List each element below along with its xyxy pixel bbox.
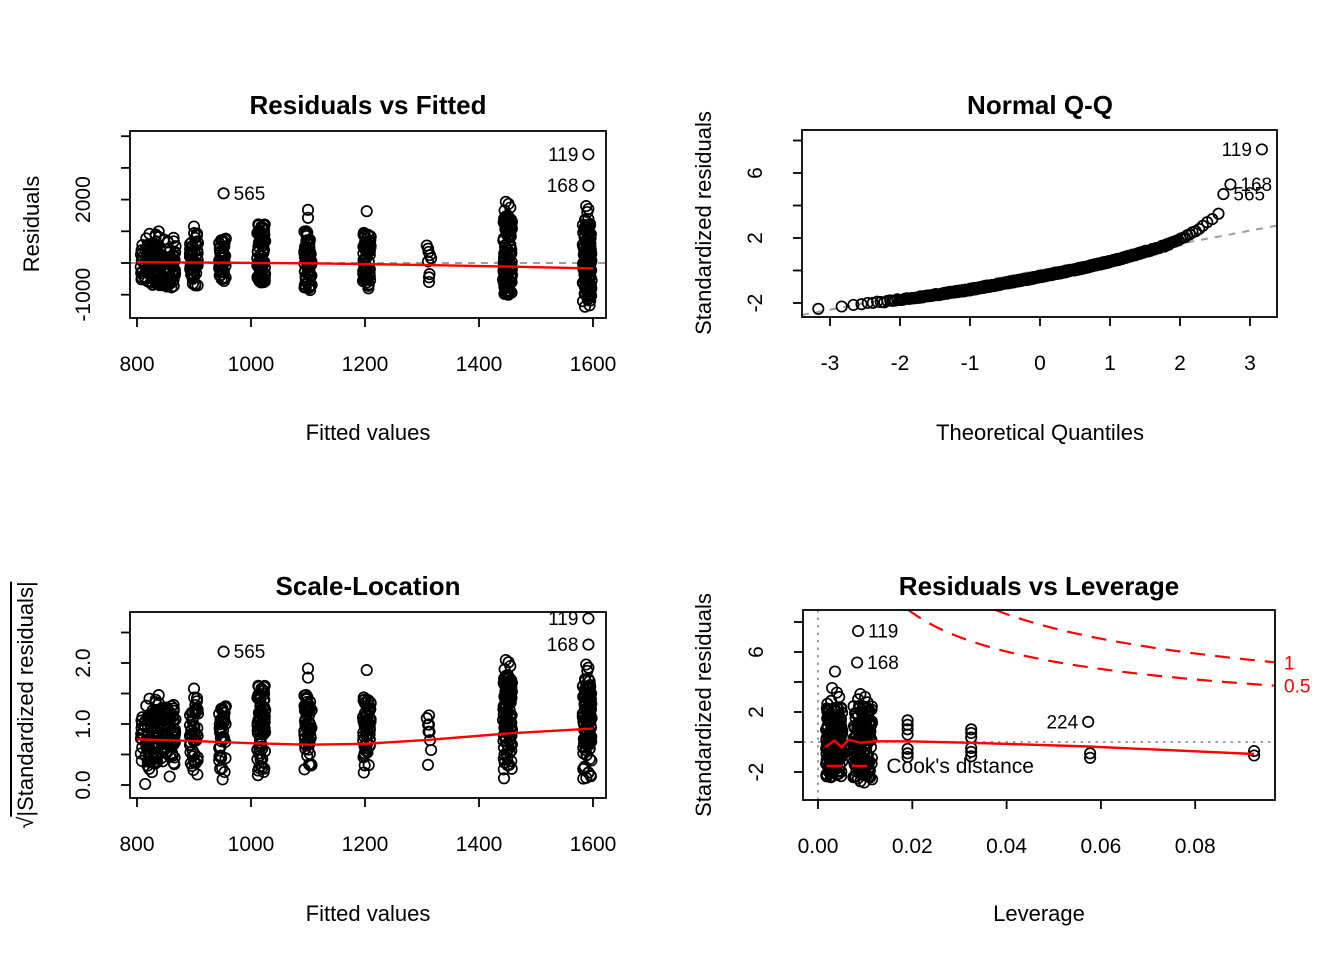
panel2-title: Normal Q-Q <box>967 90 1113 120</box>
svg-text:-3: -3 <box>821 352 840 375</box>
svg-text:565: 565 <box>234 642 266 663</box>
svg-text:800: 800 <box>119 353 154 376</box>
svg-text:1.0: 1.0 <box>72 709 95 738</box>
svg-text:-2: -2 <box>891 352 910 375</box>
svg-text:224: 224 <box>1046 712 1078 733</box>
svg-text:0.5: 0.5 <box>1284 677 1310 698</box>
svg-text:0: 0 <box>1034 352 1046 375</box>
svg-text:0.0: 0.0 <box>72 770 95 799</box>
panel2-y-axis-label: Standardized residuals <box>691 111 716 335</box>
svg-text:0.08: 0.08 <box>1175 835 1216 858</box>
panel4-y-axis-label: Standardized residuals <box>691 593 716 817</box>
svg-text:1: 1 <box>1284 653 1295 674</box>
svg-text:1400: 1400 <box>456 833 503 856</box>
svg-text:1600: 1600 <box>570 353 617 376</box>
svg-text:0.06: 0.06 <box>1080 835 1121 858</box>
sqrt-symbol: √ <box>13 816 38 829</box>
panel4-title: Residuals vs Leverage <box>898 571 1180 601</box>
svg-text:6: 6 <box>745 646 768 658</box>
svg-text:1200: 1200 <box>342 353 389 376</box>
svg-text:-1000: -1000 <box>72 268 95 322</box>
svg-text:-1: -1 <box>961 352 980 375</box>
svg-text:565: 565 <box>234 184 266 205</box>
svg-text:2: 2 <box>745 706 768 718</box>
panel1-title: Residuals vs Fitted <box>249 90 487 120</box>
svg-text:168: 168 <box>547 176 579 197</box>
svg-text:0.00: 0.00 <box>798 835 839 858</box>
svg-text:119: 119 <box>548 145 578 166</box>
svg-text:-2: -2 <box>744 294 767 313</box>
panel4-x-axis-label: Leverage <box>993 901 1085 926</box>
svg-text:0.02: 0.02 <box>892 835 933 858</box>
svg-text:168: 168 <box>547 635 579 656</box>
svg-text:168: 168 <box>1240 175 1272 196</box>
svg-text:6: 6 <box>744 167 767 179</box>
panel2-x-axis-label: Theoretical Quantiles <box>936 420 1144 445</box>
svg-text:168: 168 <box>867 653 899 674</box>
svg-text:Cook's distance: Cook's distance <box>886 755 1034 778</box>
panel1-y-axis-label: Residuals <box>19 175 44 273</box>
panel3-title: Scale-Location <box>275 571 461 601</box>
panel1-x-axis-label: Fitted values <box>305 420 431 445</box>
svg-text:2: 2 <box>744 232 767 244</box>
svg-text:1400: 1400 <box>456 353 503 376</box>
svg-text:-2: -2 <box>745 763 768 782</box>
svg-text:1000: 1000 <box>228 353 275 376</box>
svg-text:119: 119 <box>868 622 898 643</box>
svg-text:2000: 2000 <box>72 176 95 223</box>
svg-text:1: 1 <box>1104 352 1116 375</box>
svg-text:1000: 1000 <box>228 833 275 856</box>
svg-text:119: 119 <box>548 609 578 630</box>
svg-text:119: 119 <box>1222 140 1252 161</box>
sqrt-argument: |Standardized residuals| <box>10 581 38 817</box>
svg-text:1600: 1600 <box>570 833 617 856</box>
svg-text:3: 3 <box>1244 352 1256 375</box>
svg-text:800: 800 <box>119 833 154 856</box>
panel3-x-axis-label: Fitted values <box>305 901 431 926</box>
svg-text:0.04: 0.04 <box>986 835 1027 858</box>
svg-text:1200: 1200 <box>342 833 389 856</box>
svg-text:2: 2 <box>1174 352 1186 375</box>
svg-text:2.0: 2.0 <box>72 648 95 677</box>
svg-text:565: 565 <box>1233 185 1265 206</box>
panel3-y-axis-label: √|Standardized residuals| <box>10 581 39 829</box>
